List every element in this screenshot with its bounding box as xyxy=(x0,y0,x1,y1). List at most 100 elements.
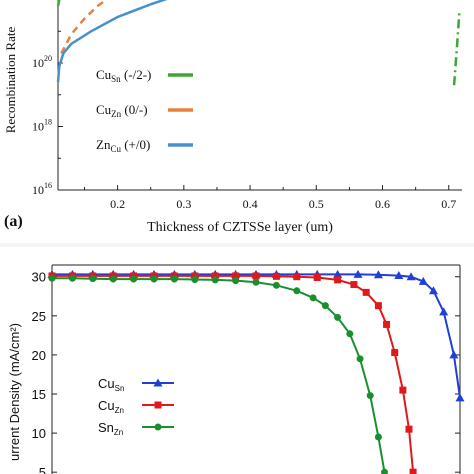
chart-b-point xyxy=(334,276,342,284)
chart-a-series-line xyxy=(56,0,61,7)
chart-b-point xyxy=(333,269,343,278)
chart-a-x-tick-label: 0.2 xyxy=(110,197,125,211)
chart-b-point xyxy=(89,275,97,283)
chart-b-point xyxy=(232,272,240,280)
chart-b-point xyxy=(109,275,117,283)
chart-a-y-axis-label: Recombination Rate xyxy=(3,27,18,134)
chart-a-legend-label: CuZn (0/-) xyxy=(96,102,148,119)
chart-b-point xyxy=(391,349,399,357)
chart-b-y-tick-label: 20 xyxy=(32,348,46,363)
chart-b-point xyxy=(191,275,199,283)
chart-a-y-tick-base: 10 xyxy=(32,56,44,70)
chart-b-legend-sub: Sn xyxy=(115,384,125,393)
chart-a-legend-name: Cu xyxy=(96,67,112,82)
chart-a-legend-sub: Sn xyxy=(111,74,121,84)
chart-b-point xyxy=(366,392,374,400)
chart-a-y-tick-label: 1016 xyxy=(32,181,52,197)
chart-b-y-tick-label: 30 xyxy=(32,270,46,285)
chart-b-legend-label: SnZn xyxy=(98,420,123,437)
chart-b-point xyxy=(346,330,354,338)
chart-b-point xyxy=(293,273,301,281)
chart-b-point xyxy=(211,272,219,280)
chart-b-point xyxy=(383,320,391,328)
chart-b-y-tick-label: 10 xyxy=(32,426,46,441)
chart-b-legend-sub: Zn xyxy=(114,428,123,437)
chart-b-point xyxy=(130,275,138,283)
chart-b-legend-label: CuSn xyxy=(98,376,124,393)
chart-b-point xyxy=(68,274,76,282)
chart-b-point xyxy=(150,275,158,283)
chart-b-point xyxy=(418,276,428,285)
panel-a-label: (a) xyxy=(4,213,23,230)
chart-b-point xyxy=(409,468,417,474)
chart-b-legend-marker xyxy=(153,378,163,387)
chart-b-point xyxy=(313,274,321,282)
chart-a-y-tick-base: 10 xyxy=(32,183,44,197)
chart-a-y-tick-exp: 16 xyxy=(44,181,52,190)
chart-b-y-axis-label: urrent Density (mA/cm²) xyxy=(7,323,22,461)
chart-b-legend-name: Cu xyxy=(98,398,115,413)
chart-b-point xyxy=(373,270,383,279)
chart-b-point xyxy=(350,281,358,289)
chart-b-point xyxy=(394,271,404,280)
chart-b-point xyxy=(252,278,260,286)
chart-b-series-line xyxy=(52,274,415,473)
chart-a-legend-name: Cu xyxy=(96,102,112,117)
chart-b-point xyxy=(374,433,382,441)
chart-b-point xyxy=(449,350,459,359)
chart-b-legend-marker xyxy=(154,423,162,431)
panel-separator xyxy=(0,243,474,247)
chart-b-point xyxy=(211,276,219,284)
chart-a-x-tick-label: 0.3 xyxy=(176,197,191,211)
chart-b-point xyxy=(353,269,363,278)
chart-a: 0.2 0.3 0.4 0.5 0.6 0.7102010181016Thickness … xyxy=(3,0,462,235)
chart-b-point xyxy=(293,287,301,295)
chart-b-point xyxy=(309,294,317,302)
chart-b-point xyxy=(272,281,280,289)
chart-b-point xyxy=(405,425,413,433)
chart-b-y-tick-label: 25 xyxy=(32,309,46,324)
chart-a-y-tick-exp: 18 xyxy=(44,118,52,127)
chart-a-x-tick-label: 0.6 xyxy=(375,197,390,211)
chart-b-legend-name: Cu xyxy=(98,376,115,391)
chart-a-legend-sub: Cu xyxy=(110,144,121,154)
chart-a-series-line xyxy=(452,12,461,86)
chart-a-y-tick-exp: 20 xyxy=(44,54,52,63)
chart-a-series-line xyxy=(60,0,109,55)
chart-a-y-tick-label: 1020 xyxy=(32,54,52,70)
chart-b-point xyxy=(374,302,382,310)
chart-b-series-line xyxy=(52,277,386,474)
chart-a-legend-label: CuSn (-/2-) xyxy=(96,67,151,84)
chart-a-y-tick-base: 10 xyxy=(32,120,44,134)
chart-b-point xyxy=(48,274,56,282)
chart-b-point xyxy=(406,272,416,281)
chart-b-point xyxy=(191,272,199,280)
chart-b-point xyxy=(428,286,438,295)
chart-a-x-tick-label: 0.4 xyxy=(243,197,258,211)
chart-b-legend-name: Sn xyxy=(98,420,114,435)
chart-b-y-tick-label: 15 xyxy=(32,387,46,402)
chart-b-point xyxy=(334,313,342,321)
chart-b-point xyxy=(362,288,370,296)
chart-b-point xyxy=(321,302,329,310)
chart-b-legend-sub: Zn xyxy=(115,406,124,415)
chart-b-point xyxy=(439,307,449,316)
chart-a-legend-name: Zn xyxy=(96,137,111,152)
chart-b-legend-marker xyxy=(154,401,162,409)
chart-a-legend-suffix: (+/0) xyxy=(121,137,150,152)
chart-a-legend-label: ZnCu (+/0) xyxy=(96,137,150,154)
chart-a-legend-suffix: (-/2-) xyxy=(121,67,152,82)
chart-a-x-tick-label: 0.5 xyxy=(309,197,324,211)
chart-b-point xyxy=(455,393,465,402)
chart-b-point xyxy=(170,275,178,283)
chart-a-x-tick-label: 0.7 xyxy=(441,197,456,211)
chart-b-y-tick-label: 5 xyxy=(39,465,46,474)
chart-b-legend-label: CuZn xyxy=(98,398,124,415)
chart-b-point xyxy=(252,272,260,280)
chart-a-y-tick-label: 1018 xyxy=(32,118,52,134)
chart-a-series-line xyxy=(56,0,168,83)
chart-b-point xyxy=(272,272,280,280)
chart-b-point xyxy=(232,277,240,285)
